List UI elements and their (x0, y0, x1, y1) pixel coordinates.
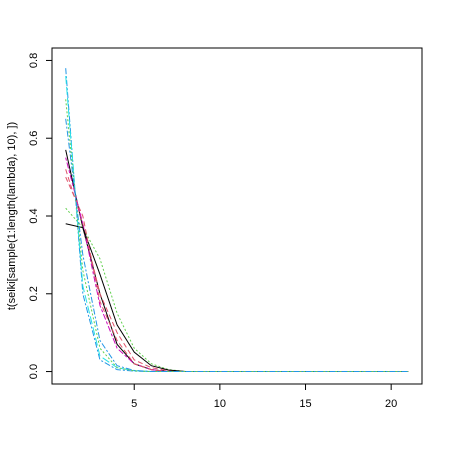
y-axis-label: t(seiki[sample(1:length(lambda), 10), ]) (6, 122, 18, 310)
y-tick-label: 0.4 (28, 208, 40, 223)
x-tick-label: 10 (214, 398, 226, 410)
x-tick-label: 20 (385, 398, 397, 410)
y-tick-label: 0.6 (28, 131, 40, 146)
series-line (65, 75, 409, 373)
y-tick-label: 0.0 (28, 364, 40, 379)
series-line (65, 68, 409, 373)
y-tick-label: 0.8 (28, 53, 40, 68)
x-tick-label: 15 (299, 398, 311, 410)
series-line (65, 99, 409, 373)
plot-box (51, 47, 423, 385)
y-tick-label: 0.2 (28, 286, 40, 301)
series-line (65, 118, 409, 373)
series-line (65, 176, 409, 373)
x-tick-label: 5 (131, 398, 137, 410)
series-line (65, 223, 409, 373)
series-line (65, 149, 409, 373)
